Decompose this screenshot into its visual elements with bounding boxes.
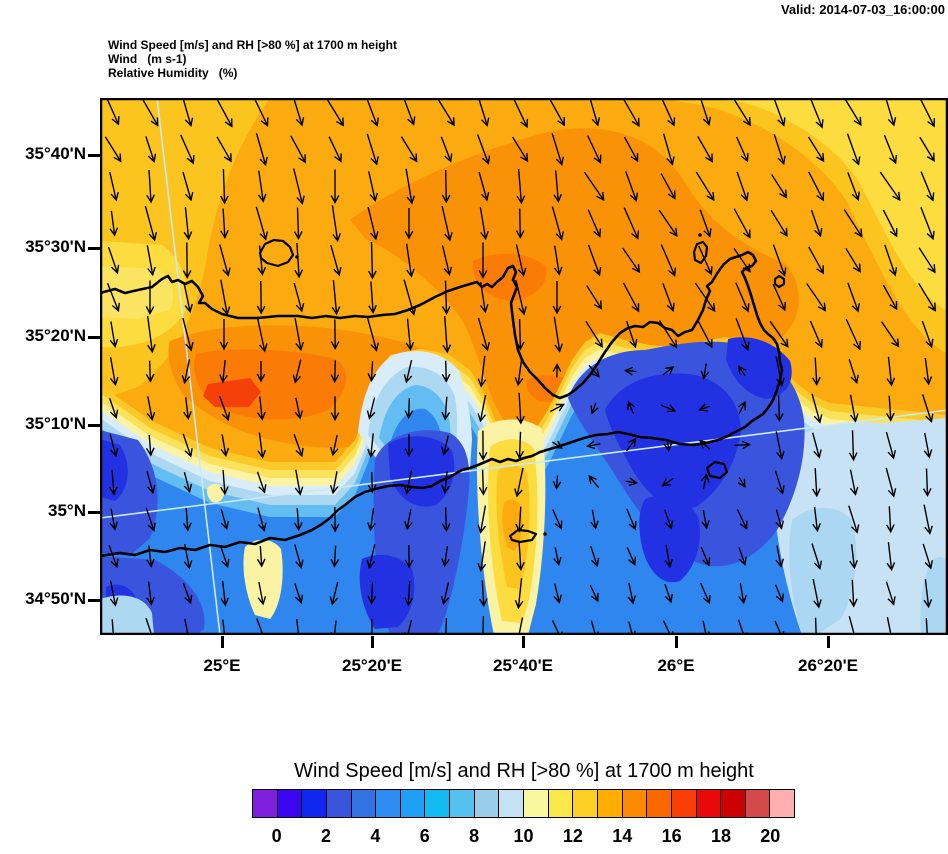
islet-dot [543, 532, 547, 536]
legend-color-cell [523, 789, 549, 818]
legend-tick-value: 2 [321, 826, 332, 846]
legend-tick-value: 4 [370, 826, 381, 846]
legend-color-cell [646, 789, 672, 818]
lat-label: 35°10'N [25, 414, 86, 433]
legend-tick-value: 6 [419, 826, 430, 846]
dia-island [258, 238, 295, 268]
deep-west [100, 439, 128, 501]
southeast-light-streak-2 [920, 557, 948, 635]
legend-tick-value: 10 [513, 826, 534, 846]
lat-tick [88, 423, 100, 427]
legend-title: Wind Speed [m/s] and RH [>80 %] at 1700 … [294, 760, 754, 782]
legend-color-cell [301, 789, 327, 818]
lat-tick [88, 246, 100, 250]
wind-vector-arrows [104, 98, 937, 635]
legend-tick-value: 12 [562, 826, 583, 846]
lon-tick [220, 636, 224, 648]
legend-color-cell [276, 789, 303, 818]
southwest-pale-dot [207, 483, 225, 503]
lon-tick [521, 636, 525, 648]
legend-color-cell [375, 789, 401, 818]
legend-color-cell [720, 789, 746, 818]
lon-label: 26°20'E [798, 656, 858, 675]
lon-tick [826, 636, 830, 648]
lat-label: 35°20'N [25, 326, 86, 345]
legend-color-cell [399, 789, 426, 818]
legend-color-cell [473, 789, 500, 818]
legend-tick-value: 0 [271, 826, 282, 846]
islet-dot [698, 233, 702, 237]
legend-tick-value: 20 [760, 826, 781, 846]
legend-color-cell [325, 789, 352, 818]
map-canvas [100, 98, 948, 635]
deep-east-ne [726, 337, 792, 399]
lon-tick [370, 636, 374, 648]
legend-tick-value: 16 [661, 826, 682, 846]
crete-coastline [100, 250, 784, 558]
orange-red-central-spot [472, 253, 547, 301]
legend-color-cell [695, 789, 722, 818]
deep-central-upper [388, 436, 455, 507]
legend-color-cell [449, 789, 475, 818]
legend-color-cell [498, 789, 525, 818]
northeast-islet [692, 240, 709, 265]
plot-title-line1: Wind Speed [m/s] and RH [>80 %] at 1700 … [108, 38, 397, 52]
legend-tick-value: 18 [710, 826, 731, 846]
lat-tick [88, 510, 100, 514]
lat-tick [88, 153, 100, 157]
legend-color-cell [670, 789, 697, 818]
jet-amber-core [502, 499, 523, 551]
plot-title-line3: Relative Humidity (%) [108, 66, 238, 80]
legend-color-cell [350, 789, 377, 818]
graticule-line [100, 409, 948, 519]
legend-color-cell [769, 789, 796, 818]
dark-orange-center [350, 128, 799, 433]
legend-color-cell [424, 789, 451, 818]
southeast-light-streak-1 [789, 507, 857, 635]
yellow-northeast [702, 98, 948, 311]
chrissi-island [705, 460, 729, 480]
deep-central-lower [359, 554, 415, 629]
southwest-corner-light [100, 595, 154, 635]
lat-label: 35°30'N [25, 237, 86, 256]
legend-color-cell [621, 789, 648, 818]
map-border [100, 98, 948, 635]
red-wind-maximum [203, 378, 261, 407]
lon-label: 25°E [203, 656, 241, 675]
valid-time-label: Valid: 2014-07-03_16:00:00 [780, 2, 945, 17]
legend-color-cell [547, 789, 574, 818]
legend-color-cell [744, 789, 771, 818]
legend-tick-value: 8 [469, 826, 480, 846]
lon-label: 25°20'E [342, 656, 402, 675]
lon-tick [674, 636, 678, 648]
legend-color-cell [572, 789, 598, 818]
map-container [100, 98, 948, 635]
legend-color-cell [252, 789, 278, 818]
plot-title-line2: Wind (m s-1) [108, 52, 187, 66]
lon-label: 26°E [657, 656, 695, 675]
lat-label: 35°40'N [25, 144, 86, 163]
legend-tick-value: 14 [612, 826, 633, 846]
lat-tick [88, 598, 100, 602]
lat-label: 34°50'N [25, 589, 86, 608]
deep-east-south [639, 495, 700, 583]
lon-label: 25°40'E [493, 656, 553, 675]
legend-colorbar [252, 789, 796, 818]
pseira-islet [773, 274, 786, 289]
lat-label: 35°N [48, 501, 86, 520]
southwest-pale-finger [243, 539, 283, 619]
lat-tick [88, 335, 100, 339]
legend-color-cell [596, 789, 623, 818]
